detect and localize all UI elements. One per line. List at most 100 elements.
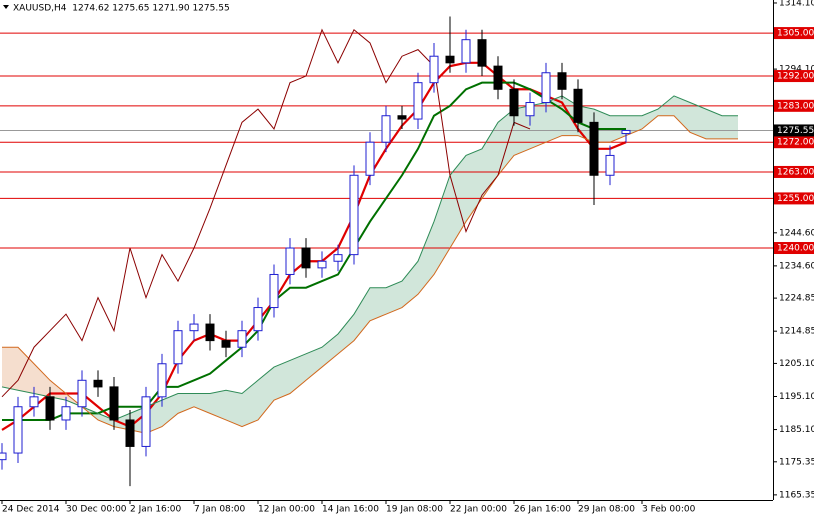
- candle-body: [605, 154, 615, 176]
- current-price-box: [774, 124, 814, 137]
- kumo-fill: [434, 175, 450, 275]
- candle-body: [221, 340, 231, 348]
- kumo-fill: [258, 367, 274, 420]
- level-label-box: [774, 165, 814, 178]
- y-tick-label: 1205.10: [779, 359, 814, 369]
- candle-body: [573, 88, 583, 123]
- candle-body: [317, 260, 327, 269]
- y-tick-label: 1244.60: [779, 228, 814, 238]
- y-tick-label: 1314.10: [779, 0, 814, 8]
- candle-body: [173, 330, 183, 365]
- level-label: 1272.00: [777, 138, 814, 148]
- indicator-line: [1, 61, 627, 431]
- candle-body: [269, 273, 279, 309]
- indicator-line: [2, 115, 738, 434]
- candle-body: [557, 72, 567, 90]
- kumo-fill: [290, 353, 306, 394]
- y-tick-label: 1224.85: [779, 294, 814, 304]
- candle-body: [397, 115, 407, 120]
- candle-body: [109, 386, 119, 421]
- chart-header: XAUUSD,H4 1274.62 1275.65 1271.90 1275.5…: [13, 4, 230, 14]
- x-tick-label: 24 Dec 2014: [2, 505, 60, 515]
- y-tick-label: 1234.60: [779, 261, 814, 271]
- candle-body: [365, 141, 375, 176]
- level-label: 1283.00: [777, 101, 814, 111]
- kumo-fill: [722, 115, 738, 139]
- kumo-fill: [642, 109, 658, 129]
- candle-body: [0, 452, 7, 461]
- kumo-fill: [2, 347, 18, 391]
- candle-body: [333, 254, 343, 262]
- candle-body: [93, 379, 103, 388]
- candle-body: [285, 247, 295, 275]
- candle-body: [77, 379, 87, 408]
- level-label: 1292.00: [777, 72, 814, 82]
- level-label-box: [774, 99, 814, 112]
- candle-body: [237, 330, 247, 348]
- candle-body: [461, 39, 471, 64]
- x-tick-label: 14 Jan 16:00: [322, 505, 379, 515]
- candle-body: [29, 396, 39, 408]
- level-label: 1305.00: [777, 29, 814, 39]
- kumo-fill: [210, 390, 226, 420]
- candle-body: [541, 72, 551, 104]
- candle-body: [381, 115, 391, 143]
- plot-area: [0, 16, 773, 487]
- kumo-fill: [242, 380, 258, 427]
- candle-body: [205, 323, 215, 342]
- kumo-fill: [482, 122, 498, 199]
- candle-body: [429, 55, 439, 84]
- candle-body: [125, 419, 135, 447]
- x-tick-label: 3 Feb 00:00: [642, 505, 696, 515]
- candle-body: [157, 363, 167, 398]
- indicator-line: [2, 81, 626, 421]
- kumo-fill: [706, 109, 722, 139]
- candle-body: [13, 406, 23, 454]
- menu-triangle[interactable]: [3, 5, 9, 9]
- y-tick-label: 1165.35: [779, 490, 814, 500]
- candle-body: [61, 406, 71, 421]
- candle-body: [253, 307, 263, 332]
- kumo-fill: [674, 95, 690, 133]
- kumo-fill: [370, 287, 386, 321]
- level-label: 1263.00: [777, 167, 814, 177]
- kumo-fill: [338, 314, 354, 354]
- indicator-line: [1, 28, 531, 398]
- kumo-fill: [162, 393, 178, 427]
- kumo-fill: [274, 360, 290, 401]
- x-tick-label: 30 Dec 00:00: [66, 505, 127, 515]
- level-label-box: [774, 136, 814, 149]
- level-label-box: [774, 192, 814, 205]
- y-tick-label: 1195.10: [779, 392, 814, 402]
- y-tick-label: 1175.35: [779, 457, 814, 467]
- candle-body: [621, 129, 631, 135]
- candle-body: [141, 396, 151, 447]
- x-tick-label: 12 Jan 00:00: [258, 505, 315, 515]
- x-tick-label: 26 Jan 16:00: [514, 505, 571, 515]
- candle-body: [45, 396, 55, 421]
- x-tick-label: 7 Jan 08:00: [194, 505, 246, 515]
- candle-body: [477, 39, 487, 67]
- y-tick-label: 1214.85: [779, 327, 814, 337]
- kumo-fill: [306, 347, 322, 381]
- candle-body: [589, 121, 599, 176]
- indicator-line: [1, 95, 738, 421]
- x-tick-label: 29 Jan 08:00: [578, 505, 635, 515]
- kumo-fill: [34, 363, 50, 397]
- candle-body: [301, 247, 311, 269]
- level-label-box: [774, 70, 814, 83]
- y-tick-label: 1185.10: [779, 425, 814, 435]
- candle-body: [493, 65, 503, 90]
- candle-body: [509, 88, 519, 117]
- level-label-box: [774, 242, 814, 255]
- kumo-fill: [690, 102, 706, 139]
- candle-body: [413, 82, 423, 120]
- candle-body: [525, 102, 535, 117]
- x-tick-label: 2 Jan 16:00: [130, 505, 182, 515]
- kumo-fill: [98, 413, 114, 427]
- current-price-label: 1275.55: [777, 126, 814, 136]
- kumo-fill: [226, 390, 242, 427]
- level-label: 1240.00: [777, 244, 814, 254]
